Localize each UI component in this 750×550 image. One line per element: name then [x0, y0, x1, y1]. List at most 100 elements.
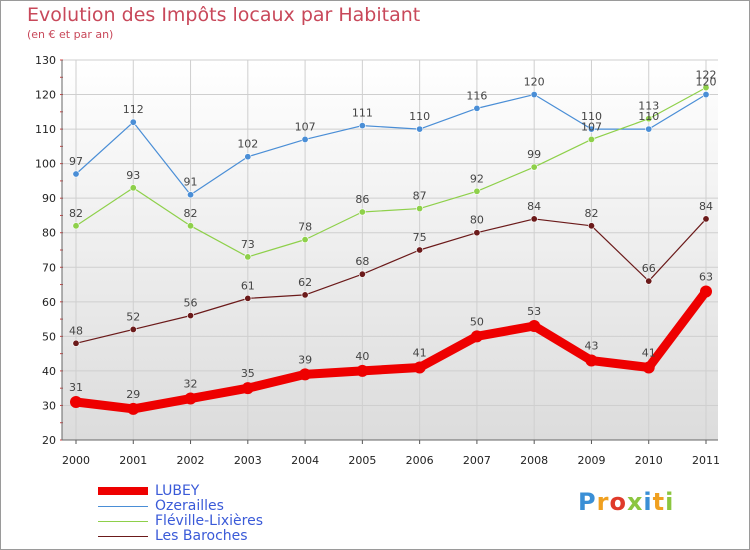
data-point-les-baroches [702, 215, 710, 223]
y-tick-label: 40 [42, 365, 56, 378]
y-tick-label: 20 [42, 434, 56, 447]
data-point-ozerailles [416, 125, 424, 133]
series-line-fleville-lixieres [75, 87, 707, 258]
logo-letter: i [665, 488, 675, 516]
data-label-les-baroches: 48 [69, 324, 83, 337]
x-tick-label: 2011 [692, 454, 720, 467]
data-label-les-baroches: 66 [642, 262, 656, 275]
data-label-lubey: 29 [126, 388, 140, 401]
data-point-les-baroches [244, 294, 252, 302]
data-label-les-baroches: 68 [355, 255, 369, 268]
logo-letter: i [643, 488, 653, 516]
data-point-ozerailles [358, 122, 366, 130]
data-point-ozerailles [473, 104, 481, 112]
x-tick-label: 2000 [62, 454, 90, 467]
data-label-les-baroches: 82 [584, 207, 598, 220]
data-point-fleville-lixieres [301, 236, 309, 244]
data-point-lubey [700, 285, 712, 298]
y-tick-label: 30 [42, 399, 56, 412]
logo-letter: P [578, 488, 597, 516]
logo-letter: t [652, 488, 666, 516]
data-point-lubey [184, 392, 197, 405]
series-line-les-baroches [75, 218, 707, 344]
data-label-ozerailles: 102 [237, 138, 258, 151]
data-label-les-baroches: 62 [298, 276, 312, 289]
data-label-ozerailles: 110 [581, 110, 602, 123]
data-point-les-baroches [530, 215, 538, 223]
data-label-ozerailles: 107 [295, 120, 316, 133]
x-tick-label: 2010 [635, 454, 663, 467]
data-label-fleville-lixieres: 113 [638, 100, 659, 113]
legend-label-ozerailles: Ozerailles [155, 498, 224, 514]
data-label-lubey: 32 [184, 378, 198, 391]
data-point-ozerailles [301, 135, 309, 143]
data-label-lubey: 31 [69, 381, 83, 394]
series-line-lubey [71, 286, 711, 414]
y-tick-label: 90 [42, 192, 56, 205]
x-tick-label: 2001 [119, 454, 147, 467]
data-point-les-baroches [587, 222, 595, 230]
data-label-ozerailles: 120 [524, 76, 545, 89]
y-tick-label: 60 [42, 296, 56, 309]
chart-title: Evolution des Impôts locaux par Habitant [27, 4, 421, 26]
x-tick-label: 2003 [234, 454, 262, 467]
data-label-fleville-lixieres: 92 [470, 172, 484, 185]
y-tick-label: 110 [35, 123, 56, 136]
data-label-les-baroches: 84 [699, 200, 713, 213]
data-label-ozerailles: 91 [184, 176, 198, 189]
data-label-ozerailles: 112 [123, 103, 144, 116]
data-point-fleville-lixieres [244, 253, 252, 261]
data-point-fleville-lixieres [702, 84, 710, 92]
data-point-les-baroches [416, 246, 424, 254]
data-label-lubey: 35 [241, 367, 255, 380]
data-label-ozerailles: 110 [638, 110, 659, 123]
logo-letter: o [609, 488, 627, 516]
data-point-les-baroches [473, 229, 481, 237]
data-label-fleville-lixieres: 87 [413, 190, 427, 203]
legend-label-les-baroches: Les Baroches [155, 528, 248, 544]
data-point-lubey [470, 330, 483, 343]
data-label-lubey: 43 [584, 340, 598, 353]
y-tick-label: 100 [35, 158, 56, 171]
data-label-les-baroches: 75 [413, 231, 427, 244]
data-point-les-baroches [645, 277, 653, 285]
data-point-fleville-lixieres [358, 208, 366, 216]
data-point-ozerailles [587, 125, 595, 133]
data-point-ozerailles [187, 191, 195, 199]
x-tick-label: 2009 [577, 454, 605, 467]
data-label-ozerailles: 110 [409, 110, 430, 123]
data-label-lubey: 39 [298, 353, 312, 366]
data-point-ozerailles [702, 91, 710, 99]
data-point-les-baroches [129, 325, 137, 333]
legend-swatch-les-baroches [98, 536, 148, 537]
data-point-ozerailles [244, 153, 252, 161]
y-tick-label: 120 [35, 89, 56, 102]
axes: 20 30 40 50 60 70 80 90 100 110 120 130 2000 2001 2002… [35, 54, 720, 467]
data-point-les-baroches [358, 270, 366, 278]
data-point-fleville-lixieres [72, 222, 80, 230]
data-label-ozerailles: 120 [696, 76, 717, 89]
data-label-lubey: 63 [699, 270, 713, 283]
data-point-fleville-lixieres [473, 187, 481, 195]
data-point-fleville-lixieres [187, 222, 195, 230]
data-label-fleville-lixieres: 78 [298, 221, 312, 234]
data-point-fleville-lixieres [587, 135, 595, 143]
data-point-ozerailles [645, 125, 653, 133]
data-label-les-baroches: 52 [126, 310, 140, 323]
data-point-les-baroches [187, 312, 195, 320]
data-point-lubey [356, 364, 369, 377]
data-point-lubey [241, 382, 254, 395]
data-label-fleville-lixieres: 73 [241, 238, 255, 251]
data-point-les-baroches [72, 339, 80, 347]
x-tick-label: 2002 [177, 454, 205, 467]
data-label-les-baroches: 56 [184, 297, 198, 310]
data-label-lubey: 50 [470, 315, 484, 328]
data-label-fleville-lixieres: 86 [355, 193, 369, 206]
legend-swatch-fleville-lixieres [98, 521, 148, 522]
data-label-fleville-lixieres: 107 [581, 120, 602, 133]
data-label-lubey: 41 [413, 346, 427, 359]
data-label-fleville-lixieres: 82 [69, 207, 83, 220]
data-point-lubey [642, 361, 655, 374]
data-label-les-baroches: 84 [527, 200, 541, 213]
